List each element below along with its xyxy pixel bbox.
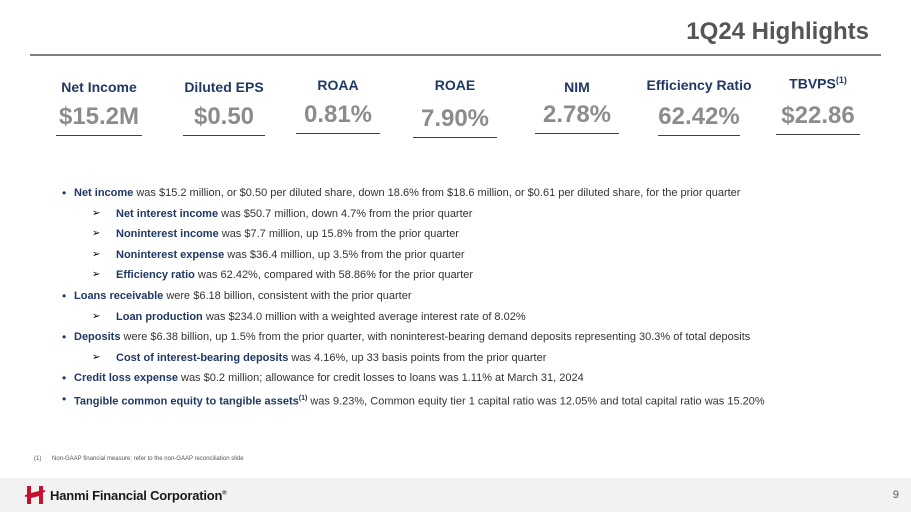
sub-bullet-item: ➢ Loan production was $234.0 million wit… <box>92 310 526 323</box>
bullet-dot-icon: • <box>62 391 67 406</box>
metric-value: 7.90% <box>420 105 490 132</box>
sub-bullet-item: ➢ Cost of interest-bearing deposits was … <box>92 351 547 364</box>
metric-underline <box>56 135 142 136</box>
footer-bar: Hanmi Financial Corporation® 9 <box>0 478 911 512</box>
metric-label: Diluted EPS <box>184 79 264 95</box>
sub-bullet-item: ➢ Noninterest expense was $36.4 million,… <box>92 248 465 261</box>
bullet-item: • Deposits were $6.38 billion, up 1.5% f… <box>62 330 751 345</box>
metric-nim: NIM 2.78% <box>535 79 619 134</box>
footnote-text: Non-GAAP financial measure; refer to the… <box>52 456 244 462</box>
bullet-dot-icon: • <box>62 371 67 386</box>
metric-underline <box>183 135 265 136</box>
highlights-list: • Net income was $15.2 million, or $0.50… <box>62 186 882 413</box>
sub-bullet-item: ➢ Noninterest income was $7.7 million, u… <box>92 228 459 241</box>
company-name: Hanmi Financial Corporation® <box>50 487 227 503</box>
metric-underline <box>296 133 380 134</box>
page-number: 9 <box>892 489 899 501</box>
arrow-bullet-icon: ➢ <box>92 351 101 363</box>
arrow-bullet-icon: ➢ <box>92 310 101 322</box>
bullet-dot-icon: • <box>62 330 67 345</box>
metric-underline <box>535 133 619 134</box>
metric-value: 2.78% <box>542 101 612 128</box>
metric-value: $22.86 <box>781 101 855 129</box>
footnote-number: (1) <box>34 456 42 462</box>
bullet-item: • Net income was $15.2 million, or $0.50… <box>62 186 741 200</box>
metric-label: ROAE <box>434 77 476 93</box>
bullet-dot-icon: • <box>62 288 67 303</box>
bullet-item: • Tangible common equity to tangible ass… <box>62 391 765 408</box>
metric-tbvps: TBVPS(1) $22.86 <box>776 75 860 135</box>
sub-bullet-item: ➢ Efficiency ratio was 62.42%, compared … <box>92 269 474 282</box>
metric-value: 0.81% <box>303 101 373 128</box>
title-divider <box>30 54 881 56</box>
metric-label: TBVPS(1) <box>789 75 847 92</box>
metric-value: $0.50 <box>193 103 255 130</box>
bullet-item: • Credit loss expense was $0.2 million; … <box>62 371 584 386</box>
metric-underline <box>413 137 497 138</box>
metric-roae: ROAE 7.90% <box>413 77 497 138</box>
bullet-item: • Loans receivable were $6.18 billion, c… <box>62 288 412 303</box>
metric-label: Net Income <box>61 79 137 95</box>
arrow-bullet-icon: ➢ <box>92 269 101 281</box>
metric-label: ROAA <box>317 77 359 93</box>
metric-efficiency-ratio: Efficiency Ratio 62.42% <box>642 77 756 136</box>
metric-value: $15.2M <box>58 103 140 130</box>
hanmi-h-logo-icon <box>25 486 45 504</box>
company-logo: Hanmi Financial Corporation® <box>24 483 227 507</box>
metric-underline <box>658 135 740 136</box>
metric-net-income: Net Income $15.2M <box>56 79 142 136</box>
footnote: (1) Non-GAAP financial measure; refer to … <box>34 456 244 462</box>
metric-roaa: ROAA 0.81% <box>296 77 380 134</box>
page-title: 1Q24 Highlights <box>686 18 869 45</box>
metric-label: NIM <box>564 79 590 95</box>
arrow-bullet-icon: ➢ <box>92 207 101 219</box>
metric-underline <box>776 133 860 135</box>
metric-label: Efficiency Ratio <box>646 77 752 93</box>
bullet-dot-icon: • <box>62 186 67 200</box>
arrow-bullet-icon: ➢ <box>92 248 101 260</box>
metric-value: 62.42% <box>658 103 740 130</box>
metric-diluted-eps: Diluted EPS $0.50 <box>183 79 265 136</box>
arrow-bullet-icon: ➢ <box>92 228 101 240</box>
sub-bullet-item: ➢ Net interest income was $50.7 million,… <box>92 207 473 220</box>
